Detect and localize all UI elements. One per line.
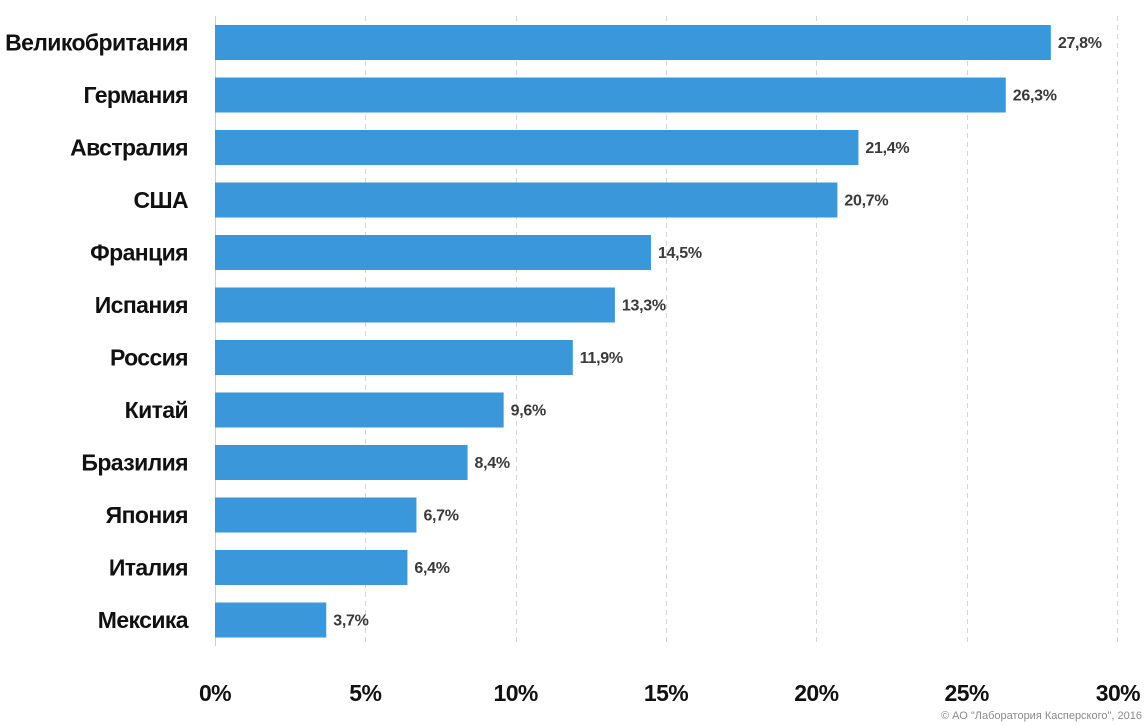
category-label: Германия [83, 82, 188, 108]
category-label: Китай [125, 397, 188, 423]
x-tick-label: 25% [945, 680, 989, 706]
category-label: Франция [90, 240, 188, 266]
bar [215, 445, 468, 480]
category-label: Мексика [98, 607, 189, 633]
x-tick-label: 30% [1096, 680, 1140, 706]
bar [215, 182, 838, 218]
category-label: Австралия [70, 135, 188, 161]
bars [215, 25, 1051, 638]
x-tick-label: 20% [794, 680, 838, 706]
grid-lines [215, 16, 1118, 646]
copyright-credit: © АО "Лаборатория Касперского", 2016 [941, 710, 1142, 722]
value-label: 13,3% [622, 298, 666, 315]
bar [215, 25, 1051, 60]
value-label: 3,7% [333, 613, 368, 630]
x-tick-label: 10% [494, 680, 538, 706]
bar [215, 550, 408, 585]
bar [215, 602, 327, 638]
value-label: 9,6% [511, 403, 546, 420]
category-label: США [133, 187, 188, 213]
category-label: Испания [95, 292, 188, 318]
value-label: 11,9% [580, 350, 623, 367]
bar [215, 497, 417, 533]
x-tick-label: 0% [199, 680, 231, 706]
bar [215, 287, 615, 323]
value-label: 6,4% [414, 560, 449, 577]
value-label: 26,3% [1013, 88, 1057, 105]
value-label: 27,8% [1058, 35, 1102, 52]
bar [215, 340, 573, 375]
x-tick-label: 5% [349, 680, 381, 706]
value-labels: 27,8% 26,3% 21,4% 20,7% 14,5% 13,3% 11,9% 9,6% 8… [333, 35, 1102, 630]
bar [215, 130, 859, 165]
value-label: 14,5% [658, 245, 702, 262]
bar [215, 235, 651, 270]
value-label: 20,7% [844, 193, 888, 210]
bar [215, 77, 1006, 113]
value-label: 6,7% [423, 508, 458, 525]
category-label: Италия [109, 555, 188, 581]
category-label: Бразилия [81, 450, 188, 476]
category-label: Россия [110, 345, 188, 371]
bar [215, 392, 504, 428]
value-label: 21,4% [865, 140, 909, 157]
x-tick-label: 15% [644, 680, 688, 706]
value-label: 8,4% [475, 455, 510, 472]
category-labels: Великобритания Германия Австралия США Франци… [5, 30, 189, 634]
category-label: Япония [106, 502, 188, 528]
x-axis-tick-labels: 0% 5% 10% 15% 20% 25% 30% [199, 680, 1141, 706]
category-label: Великобритания [5, 30, 188, 56]
